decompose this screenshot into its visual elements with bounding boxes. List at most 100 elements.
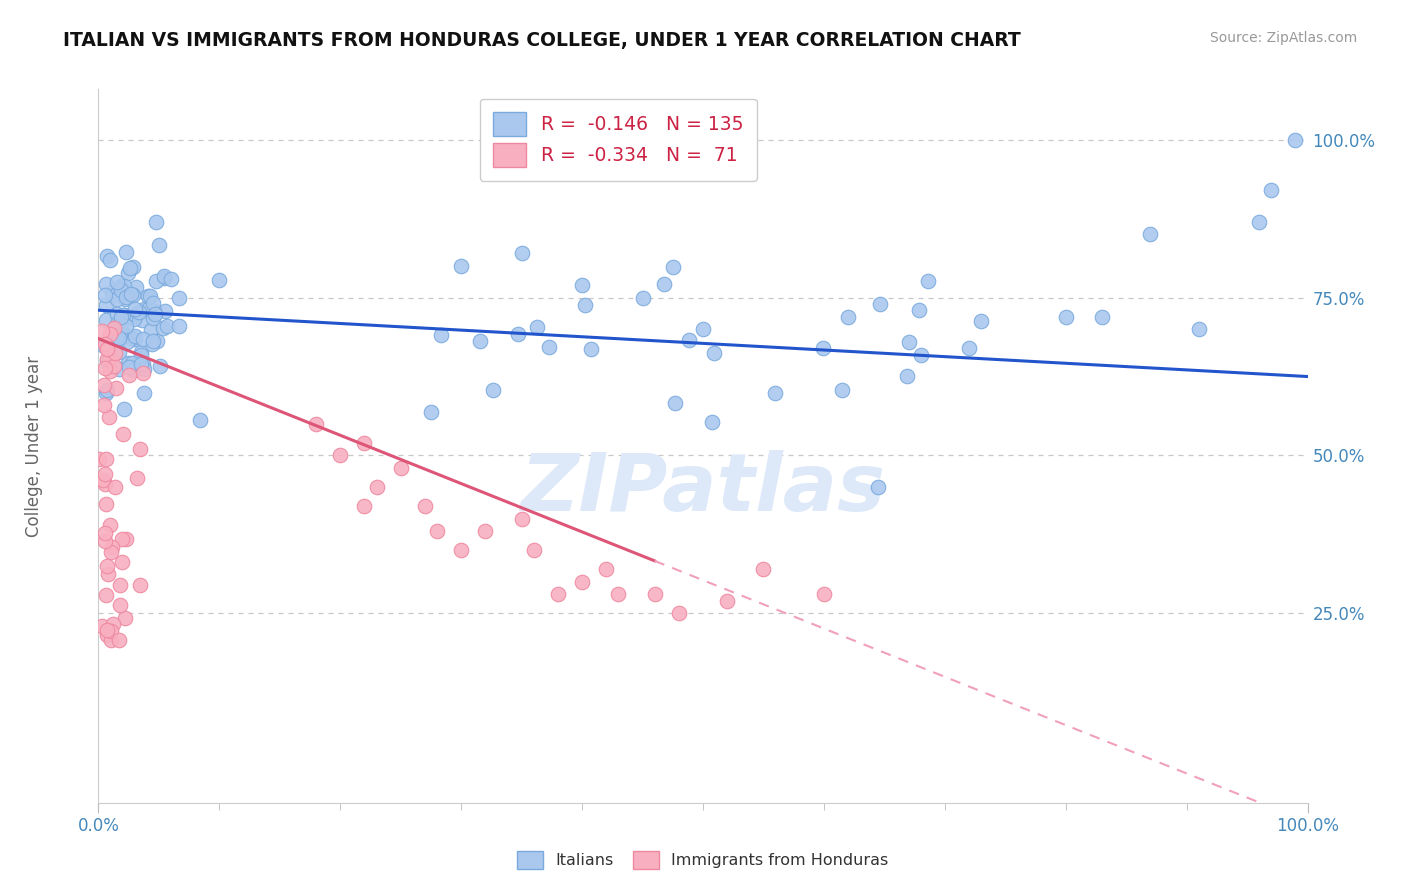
Point <box>110 310 132 325</box>
Point <box>94 386 117 401</box>
Point <box>353 435 375 450</box>
Point <box>117 309 139 323</box>
Point <box>132 332 155 346</box>
Point <box>91 619 114 633</box>
Point <box>118 368 141 382</box>
Point <box>94 298 117 312</box>
Point <box>93 477 115 491</box>
Point <box>526 320 548 334</box>
Point <box>120 260 142 275</box>
Point <box>595 562 617 576</box>
Point <box>353 499 375 513</box>
Point <box>94 360 117 375</box>
Point <box>94 288 117 302</box>
Point <box>115 532 138 546</box>
Point <box>112 326 135 341</box>
Point <box>114 611 136 625</box>
Point <box>152 321 174 335</box>
Point <box>763 385 786 400</box>
Point <box>124 329 146 343</box>
Legend: Italians, Immigrants from Honduras: Italians, Immigrants from Honduras <box>510 845 896 875</box>
Point <box>145 274 167 288</box>
Point <box>305 417 328 431</box>
Point <box>134 302 156 317</box>
Point <box>159 272 181 286</box>
Point <box>896 368 918 383</box>
Point <box>124 279 146 293</box>
Point <box>103 359 125 373</box>
Text: Source: ZipAtlas.com: Source: ZipAtlas.com <box>1209 31 1357 45</box>
Point <box>96 623 118 637</box>
Point <box>122 260 145 274</box>
Point <box>96 628 118 642</box>
Point <box>110 598 132 612</box>
Point <box>510 246 533 260</box>
Point <box>139 323 162 337</box>
Point <box>124 332 146 346</box>
Point <box>121 362 143 376</box>
Point <box>94 497 117 511</box>
Point <box>122 288 145 302</box>
Point <box>1054 310 1077 324</box>
Point <box>571 574 593 589</box>
Point <box>141 337 163 351</box>
Point <box>152 268 174 283</box>
Point <box>94 533 117 548</box>
Point <box>869 296 891 310</box>
Point <box>104 381 127 395</box>
Point <box>1260 183 1282 197</box>
Point <box>129 345 152 359</box>
Point <box>115 328 138 343</box>
Point <box>413 499 436 513</box>
Point <box>94 525 117 540</box>
Point <box>124 301 146 316</box>
Point <box>420 405 443 419</box>
Point <box>125 307 148 321</box>
Point <box>142 310 165 325</box>
Point <box>107 334 129 348</box>
Point <box>112 402 135 417</box>
Point <box>145 307 167 321</box>
Point <box>105 275 128 289</box>
Point <box>868 480 890 494</box>
Point <box>101 287 124 301</box>
Point <box>571 277 593 292</box>
Point <box>703 346 725 360</box>
Point <box>117 266 139 280</box>
Point <box>94 467 117 482</box>
Point <box>114 292 136 306</box>
Point <box>107 361 129 376</box>
Point <box>652 277 675 291</box>
Text: ZIPatlas: ZIPatlas <box>520 450 886 528</box>
Point <box>128 442 150 457</box>
Point <box>910 348 932 362</box>
Point <box>121 356 143 370</box>
Point <box>111 555 134 569</box>
Point <box>118 359 141 374</box>
Point <box>112 309 135 323</box>
Point <box>470 334 492 348</box>
Point <box>114 290 136 304</box>
Point <box>96 354 118 368</box>
Point <box>1249 215 1271 229</box>
Point <box>208 272 231 286</box>
Point <box>121 331 143 345</box>
Point <box>104 480 127 494</box>
Point <box>907 303 929 318</box>
Point <box>103 617 125 632</box>
Point <box>139 304 162 318</box>
Point <box>110 317 132 331</box>
Point <box>105 293 128 307</box>
Point <box>508 326 530 341</box>
Point <box>93 378 115 392</box>
Point <box>111 426 134 441</box>
Point <box>97 409 120 424</box>
Point <box>111 310 134 324</box>
Point <box>366 480 388 494</box>
Point <box>139 289 162 303</box>
Point <box>813 341 835 355</box>
Point <box>111 533 134 547</box>
Point <box>129 358 152 372</box>
Point <box>117 355 139 369</box>
Point <box>148 237 170 252</box>
